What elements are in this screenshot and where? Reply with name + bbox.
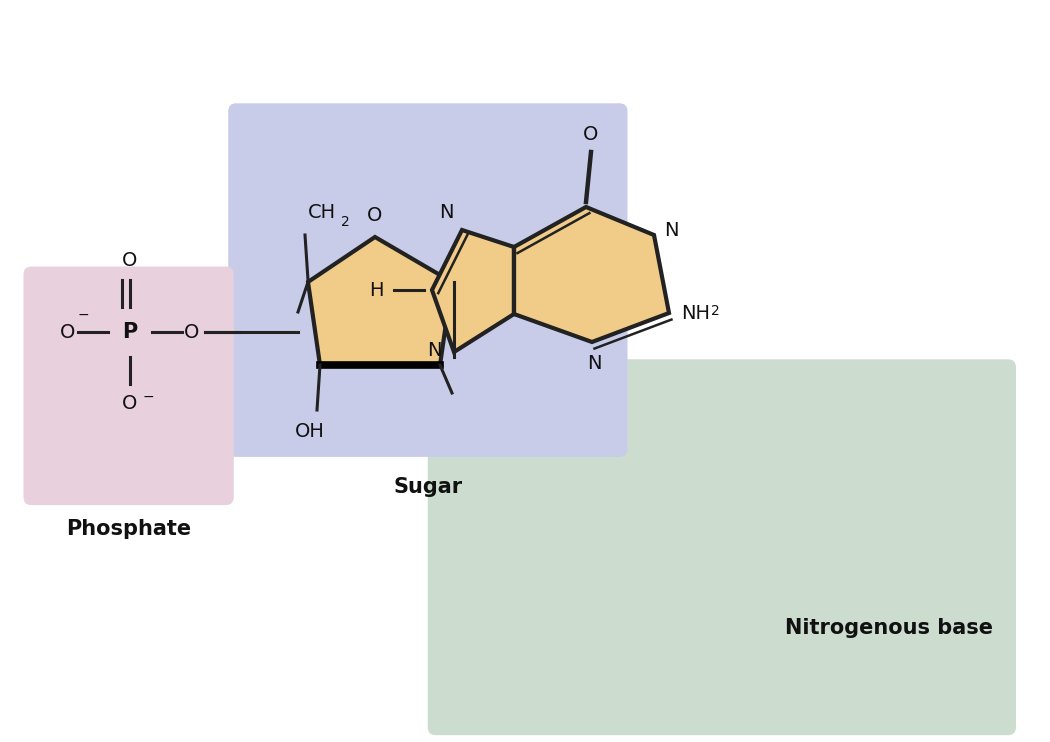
Text: −: −: [143, 390, 154, 404]
Text: H: H: [370, 280, 384, 300]
Polygon shape: [432, 230, 514, 352]
Text: O: O: [185, 323, 200, 341]
Polygon shape: [514, 207, 669, 342]
Text: O: O: [122, 394, 138, 413]
Text: Sugar: Sugar: [394, 477, 462, 497]
Text: P: P: [123, 322, 138, 342]
Text: O: O: [368, 206, 382, 225]
Text: N: N: [664, 220, 678, 240]
Text: OH: OH: [295, 422, 324, 441]
FancyBboxPatch shape: [228, 103, 628, 457]
Text: O: O: [584, 125, 598, 144]
Polygon shape: [308, 237, 452, 365]
Text: O: O: [122, 251, 138, 270]
Text: NH: NH: [681, 303, 710, 323]
Text: Nitrogenous base: Nitrogenous base: [785, 618, 993, 638]
Text: CH: CH: [308, 203, 336, 222]
Text: 2: 2: [711, 304, 719, 318]
Text: N: N: [427, 341, 442, 360]
Text: Phosphate: Phosphate: [66, 519, 191, 539]
Text: 2: 2: [341, 215, 350, 229]
Text: N: N: [440, 203, 454, 222]
FancyBboxPatch shape: [23, 266, 234, 505]
FancyBboxPatch shape: [427, 359, 1016, 735]
Text: N: N: [587, 354, 602, 373]
Text: −: −: [78, 308, 89, 322]
Text: O: O: [60, 323, 76, 341]
